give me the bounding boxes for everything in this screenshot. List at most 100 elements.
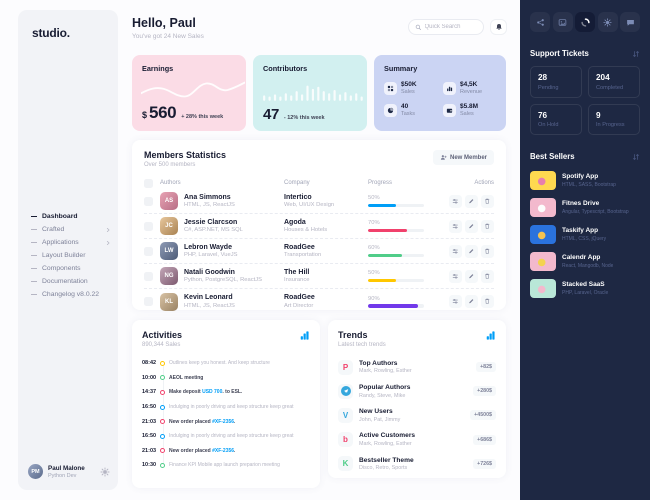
progress-label: 60% (368, 245, 380, 251)
progress-bar (368, 253, 424, 257)
row-checkbox[interactable] (144, 221, 153, 231)
user-name: Paul Malone (48, 464, 85, 472)
edit-button[interactable] (465, 295, 478, 308)
settings-button[interactable] (597, 12, 618, 32)
product-name: Fitnes Drive (562, 200, 600, 208)
activity-link[interactable]: USD 700 (202, 389, 223, 396)
sidebar-item-layout-builder[interactable]: Layout Builder (31, 249, 111, 262)
search-input[interactable] (424, 24, 477, 30)
contributors-card[interactable]: Contributors 47 - 12% this week (253, 55, 367, 131)
sidebar-item-applications[interactable]: Applications (31, 236, 111, 249)
edit-button[interactable] (465, 194, 478, 208)
sidebar-item-crafted[interactable]: Crafted (31, 223, 111, 236)
best-seller-item[interactable]: Stacked SaaS PHP, Laravel, Oracle (530, 275, 640, 302)
trash-icon (484, 273, 491, 280)
sliders-icon (452, 298, 459, 305)
sidebar-item-changelog[interactable]: Changelog v8.0.22 (31, 288, 111, 301)
sort-icon[interactable] (632, 50, 640, 58)
page-subtitle: You've got 24 New Sales (132, 33, 204, 40)
chart-bars-icon[interactable] (485, 330, 496, 341)
member-name[interactable]: Kevin Leonard (184, 294, 233, 302)
new-member-button[interactable]: New Member (432, 150, 494, 165)
gear-icon[interactable] (100, 467, 110, 477)
trend-item[interactable]: K Bestseller Theme Disco, Retro, Sports … (338, 452, 496, 476)
select-all-checkbox[interactable] (144, 178, 153, 188)
ticket-stat-completed: 204 Completed (588, 66, 640, 98)
row-checkbox[interactable] (144, 196, 153, 206)
image-button[interactable] (552, 12, 573, 32)
trend-badge: +280$ (473, 386, 496, 397)
table-header: Authors Company Progress Actions (144, 177, 494, 189)
spinner-button[interactable] (575, 12, 595, 32)
dash-icon (31, 216, 37, 217)
delete-button[interactable] (481, 194, 494, 208)
summary-label: Revenue (460, 89, 483, 95)
product-name: Stacked SaaS (562, 281, 605, 289)
dash-icon (31, 294, 37, 295)
delete-button[interactable] (481, 219, 494, 233)
best-seller-item[interactable]: Calendr App React, Mangodb, Node (530, 248, 640, 275)
sidebar-item-components[interactable]: Components (31, 262, 111, 275)
activity-link[interactable]: #XF-2356 (212, 418, 235, 425)
member-name[interactable]: Jessie Clarcson (184, 218, 238, 226)
trend-item[interactable]: P Top Authors Mark, Rowling, Esther +82$ (338, 355, 496, 379)
best-sellers-list: Spotify App HTML, SASS, Bootstrap Fitnes… (530, 167, 640, 302)
row-checkbox[interactable] (144, 297, 153, 306)
delete-button[interactable] (481, 269, 494, 283)
activity-link[interactable]: #XF-2356 (212, 447, 235, 454)
sidebar-item-documentation[interactable]: Documentation (31, 275, 111, 288)
trash-icon (484, 223, 491, 230)
trend-item[interactable]: b Active Customers Mark, Rowling, Esther… (338, 428, 496, 452)
column-company: Company (284, 180, 310, 186)
member-skills: Python, PostgreSQL, ReactJS (184, 277, 262, 284)
sort-icon[interactable] (632, 153, 640, 161)
settings-button[interactable] (449, 269, 462, 283)
sidebar-item-dashboard[interactable]: Dashboard (31, 210, 111, 223)
summary-title: Summary (384, 64, 418, 73)
member-name[interactable]: Natali Goodwin (184, 268, 235, 276)
best-seller-item[interactable]: Taskify App HTML, CSS, jQuery (530, 221, 640, 248)
row-checkbox[interactable] (144, 271, 153, 281)
settings-button[interactable] (449, 194, 462, 208)
chart-bars-icon[interactable] (299, 330, 310, 341)
kickstarter-icon: K (338, 456, 353, 472)
activity-time: 16:50 (142, 433, 157, 440)
member-name[interactable]: Lebron Wayde (184, 243, 232, 251)
member-name[interactable]: Ana Simmons (184, 193, 231, 201)
edit-button[interactable] (465, 269, 478, 283)
product-thumbnail (530, 225, 556, 244)
trend-item[interactable]: Popular Authors Randy, Steve, Mike +280$ (338, 379, 496, 403)
delete-button[interactable] (481, 244, 494, 258)
earnings-card[interactable]: Earnings $ 560 + 28% this week (132, 55, 246, 131)
chat-button[interactable] (620, 12, 640, 32)
table-row: KL Kevin Leonard HTML, JS, ReactJS RoadG… (144, 289, 494, 314)
sliders-icon (452, 223, 459, 230)
vimeo-icon: V (338, 407, 353, 423)
trend-item[interactable]: V New Users John, Pat, Jimmy +4500$ (338, 403, 496, 427)
ticket-stat-on-hold: 76 On Hold (530, 103, 582, 135)
progress-bar (368, 304, 424, 308)
share-button[interactable] (530, 12, 550, 32)
settings-button[interactable] (449, 244, 462, 258)
summary-card[interactable]: Summary $50K Sales $4,5K Revenue 40 Task… (374, 55, 506, 131)
sidebar-user[interactable]: PM Paul Malone Python Dev (28, 464, 110, 479)
edit-button[interactable] (465, 219, 478, 233)
settings-button[interactable] (449, 295, 462, 308)
best-seller-item[interactable]: Spotify App HTML, SASS, Bootstrap (530, 167, 640, 194)
timeline-line (162, 362, 164, 467)
chart-icon (446, 85, 453, 92)
settings-button[interactable] (449, 219, 462, 233)
delete-button[interactable] (481, 295, 494, 308)
summary-value: $50K (401, 81, 417, 88)
row-checkbox[interactable] (144, 246, 153, 256)
status-dot-danger (160, 448, 165, 454)
trend-name: Bestseller Theme (359, 456, 414, 464)
trend-name: Active Customers (359, 432, 416, 440)
avatar: PM (28, 464, 43, 479)
trash-icon (484, 248, 491, 255)
notifications-button[interactable] (490, 19, 507, 35)
product-thumbnail (530, 252, 556, 271)
edit-button[interactable] (465, 244, 478, 258)
best-seller-item[interactable]: Fitnes Drive Angular, Typescript, Bootst… (530, 194, 640, 221)
activities-panel: Activities 890,344 Sales 08:42 Outlines … (132, 320, 320, 488)
